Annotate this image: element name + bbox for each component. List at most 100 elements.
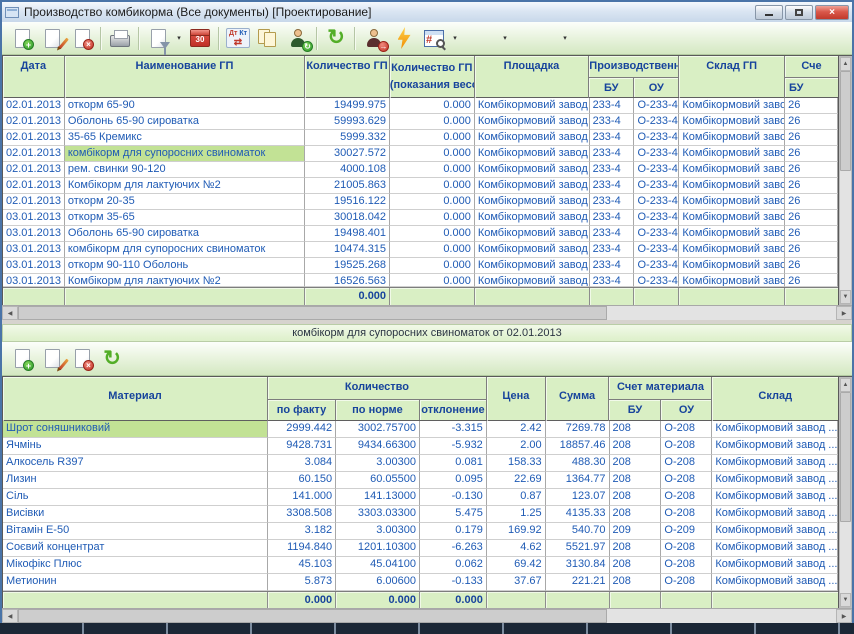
table-row[interactable]: 02.01.201335-65 Кремикс5999.3320.000Комб…: [3, 130, 838, 146]
cell[interactable]: О-233-4: [634, 98, 679, 114]
cell[interactable]: -6.263: [420, 540, 487, 557]
cell[interactable]: Комбікормовий завод ...: [712, 574, 838, 591]
cell[interactable]: 208: [610, 438, 662, 455]
table-row[interactable]: Алкосель R3973.0843.003000.081158.33488.…: [3, 455, 838, 472]
cell[interactable]: 233-4: [590, 162, 635, 178]
cell[interactable]: 0.87: [487, 489, 546, 506]
cell[interactable]: 208: [610, 557, 662, 574]
cell[interactable]: 45.103: [268, 557, 336, 574]
cell[interactable]: 233-4: [590, 242, 635, 258]
cell[interactable]: О-209: [661, 523, 712, 540]
table-row[interactable]: 02.01.2013откорм 20-3519516.1220.000Комб…: [3, 194, 838, 210]
cell[interactable]: Комбікормовий завод: [475, 178, 590, 194]
table-row[interactable]: 02.01.2013Комбікорм для лактуючих №22100…: [3, 178, 838, 194]
scroll-right-icon[interactable]: ▶: [836, 306, 852, 320]
cell[interactable]: О-208: [661, 472, 712, 489]
cell[interactable]: О-208: [661, 455, 712, 472]
cell[interactable]: 26: [785, 130, 838, 146]
add-document-button[interactable]: +: [7, 24, 37, 52]
cell[interactable]: 02.01.2013: [3, 146, 65, 162]
cell[interactable]: 26: [785, 98, 838, 114]
cell[interactable]: 19525.268: [305, 258, 390, 274]
cell[interactable]: комбікорм для супоросних свиноматок: [65, 146, 305, 162]
cell[interactable]: 26: [785, 226, 838, 242]
copy-button[interactable]: [253, 24, 283, 52]
column-header-production-account[interactable]: Производственн...: [589, 56, 679, 77]
cell[interactable]: Висівки: [3, 506, 268, 523]
cell[interactable]: 35-65 Кремикс: [65, 130, 305, 146]
cell[interactable]: 5521.97: [546, 540, 610, 557]
cell[interactable]: 0.000: [390, 226, 475, 242]
horizontal-scrollbar[interactable]: ◀ ▶: [2, 305, 852, 320]
scroll-down-icon[interactable]: ▼: [840, 593, 851, 607]
cell[interactable]: 3.00300: [336, 455, 420, 472]
cell[interactable]: Комбікормовий завод ...: [712, 557, 838, 574]
cell[interactable]: 233-4: [590, 146, 635, 162]
cell[interactable]: -5.932: [420, 438, 487, 455]
user-accept-button[interactable]: ↻: [283, 24, 313, 52]
cell[interactable]: Комбікормовий завод ...: [712, 472, 838, 489]
cell[interactable]: Комбікормовий завод: [679, 226, 785, 242]
cell[interactable]: 03.01.2013: [3, 258, 65, 274]
column-header-material-account[interactable]: Счет материала: [609, 377, 712, 399]
cell[interactable]: 60.150: [268, 472, 336, 489]
column-header-qty[interactable]: Количество ГП: [305, 56, 390, 98]
cell[interactable]: Комбікормовий завод: [679, 194, 785, 210]
cell[interactable]: 233-4: [590, 258, 635, 274]
column-header-norm[interactable]: по норме: [336, 400, 420, 420]
cell[interactable]: Комбікормовий завод ...: [712, 540, 838, 557]
cell[interactable]: Комбікормовий завод: [475, 226, 590, 242]
scroll-up-icon[interactable]: ▲: [840, 57, 851, 71]
cell[interactable]: Комбікормовий завод ...: [712, 489, 838, 506]
cell[interactable]: О-208: [661, 438, 712, 455]
cell[interactable]: рем. свинки 90-120: [65, 162, 305, 178]
column-header-schet[interactable]: Сче: [785, 56, 838, 77]
column-header-sum[interactable]: Сумма: [546, 377, 610, 421]
column-header-area[interactable]: Площадка: [475, 56, 590, 98]
cell[interactable]: О-233-4: [634, 242, 679, 258]
cell[interactable]: 2999.442: [268, 421, 336, 438]
cell[interactable]: О-233-4: [634, 274, 679, 287]
table-row[interactable]: Шрот соняшниковий2999.4423002.75700-3.31…: [3, 421, 838, 438]
cell[interactable]: 60.05500: [336, 472, 420, 489]
cell[interactable]: 221.21: [546, 574, 610, 591]
cell[interactable]: Комбікормовий завод: [475, 258, 590, 274]
cell[interactable]: 233-4: [590, 98, 635, 114]
cell[interactable]: О-233-4: [634, 162, 679, 178]
cell[interactable]: откорм 65-90: [65, 98, 305, 114]
column-header-name[interactable]: Наименование ГП: [65, 56, 305, 98]
cell[interactable]: 123.07: [546, 489, 610, 506]
cell[interactable]: 26: [785, 194, 838, 210]
cell[interactable]: 3002.75700: [336, 421, 420, 438]
cell[interactable]: 0.000: [390, 162, 475, 178]
cell[interactable]: Комбікормовий завод: [679, 114, 785, 130]
vertical-scrollbar[interactable]: ▲ ▼: [839, 56, 852, 305]
table-row[interactable]: 03.01.2013откорм 35-6530018.0420.000Комб…: [3, 210, 838, 226]
cell[interactable]: О-233-4: [634, 210, 679, 226]
column-header-bu[interactable]: БУ: [609, 400, 661, 420]
table-search-button[interactable]: #: [419, 24, 449, 52]
minimize-button[interactable]: [755, 5, 783, 20]
extra-dropdown-icon[interactable]: ▾: [499, 34, 511, 42]
edit-row-button[interactable]: [37, 345, 67, 373]
cell[interactable]: 2.00: [487, 438, 546, 455]
cell[interactable]: О-208: [661, 540, 712, 557]
cell[interactable]: 1364.77: [546, 472, 610, 489]
cell[interactable]: 0.000: [390, 178, 475, 194]
cell[interactable]: 22.69: [487, 472, 546, 489]
cell[interactable]: 233-4: [590, 226, 635, 242]
print-button[interactable]: [105, 24, 135, 52]
column-header-price[interactable]: Цена: [487, 377, 546, 421]
table-row[interactable]: 02.01.2013комбікорм для супоросних свино…: [3, 146, 838, 162]
cell[interactable]: О-233-4: [634, 258, 679, 274]
table-row[interactable]: Ячмінь9428.7319434.66300-5.9322.0018857.…: [3, 438, 838, 455]
table-search-dropdown-icon[interactable]: ▾: [449, 34, 461, 42]
cell[interactable]: Комбікормовий завод: [679, 258, 785, 274]
cell[interactable]: 16526.563: [305, 274, 390, 287]
cell[interactable]: 26: [785, 210, 838, 226]
user-redo-button[interactable]: →: [359, 24, 389, 52]
cell[interactable]: Комбікормовий завод: [475, 130, 590, 146]
cell[interactable]: 233-4: [590, 194, 635, 210]
cell[interactable]: 0.095: [420, 472, 487, 489]
cell[interactable]: 26: [785, 258, 838, 274]
